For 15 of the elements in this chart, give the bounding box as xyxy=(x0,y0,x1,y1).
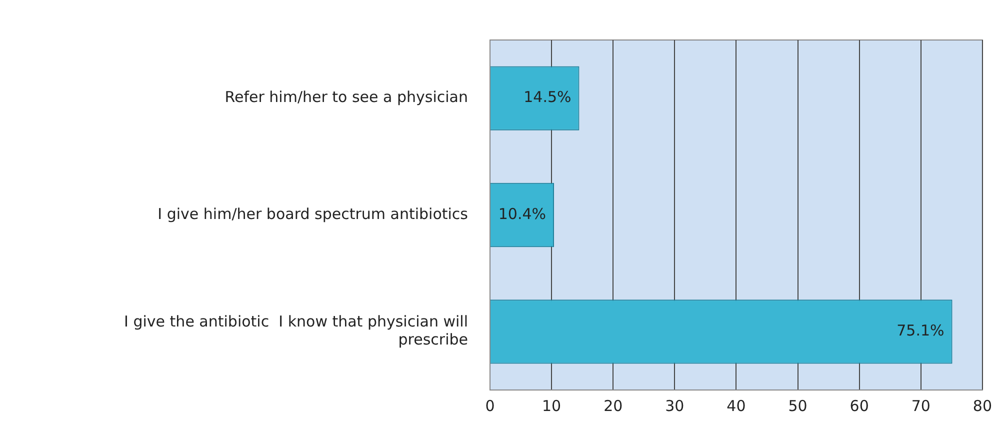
data-label: 10.4% xyxy=(498,204,546,223)
x-tick-label: 50 xyxy=(788,396,808,415)
y-tick-label: Refer him/her to see a physician xyxy=(224,88,468,106)
x-tick-label: 70 xyxy=(911,396,930,415)
x-tick-label: 10 xyxy=(542,396,562,415)
data-label: 75.1% xyxy=(896,322,944,340)
y-tick-label: I give the antibiotic I know that physician will prescribe xyxy=(124,312,468,349)
x-tick-label: 0 xyxy=(485,396,495,415)
x-tick-label: 80 xyxy=(972,396,992,415)
x-tick-label: 30 xyxy=(665,396,684,415)
data-label: 14.5% xyxy=(524,88,572,106)
x-tick-label: 20 xyxy=(604,396,623,415)
x-tick-label: 40 xyxy=(726,396,746,415)
x-tick-label: 60 xyxy=(850,396,869,415)
y-tick-label: I give him/her board spectrum antibiotics xyxy=(158,204,468,223)
